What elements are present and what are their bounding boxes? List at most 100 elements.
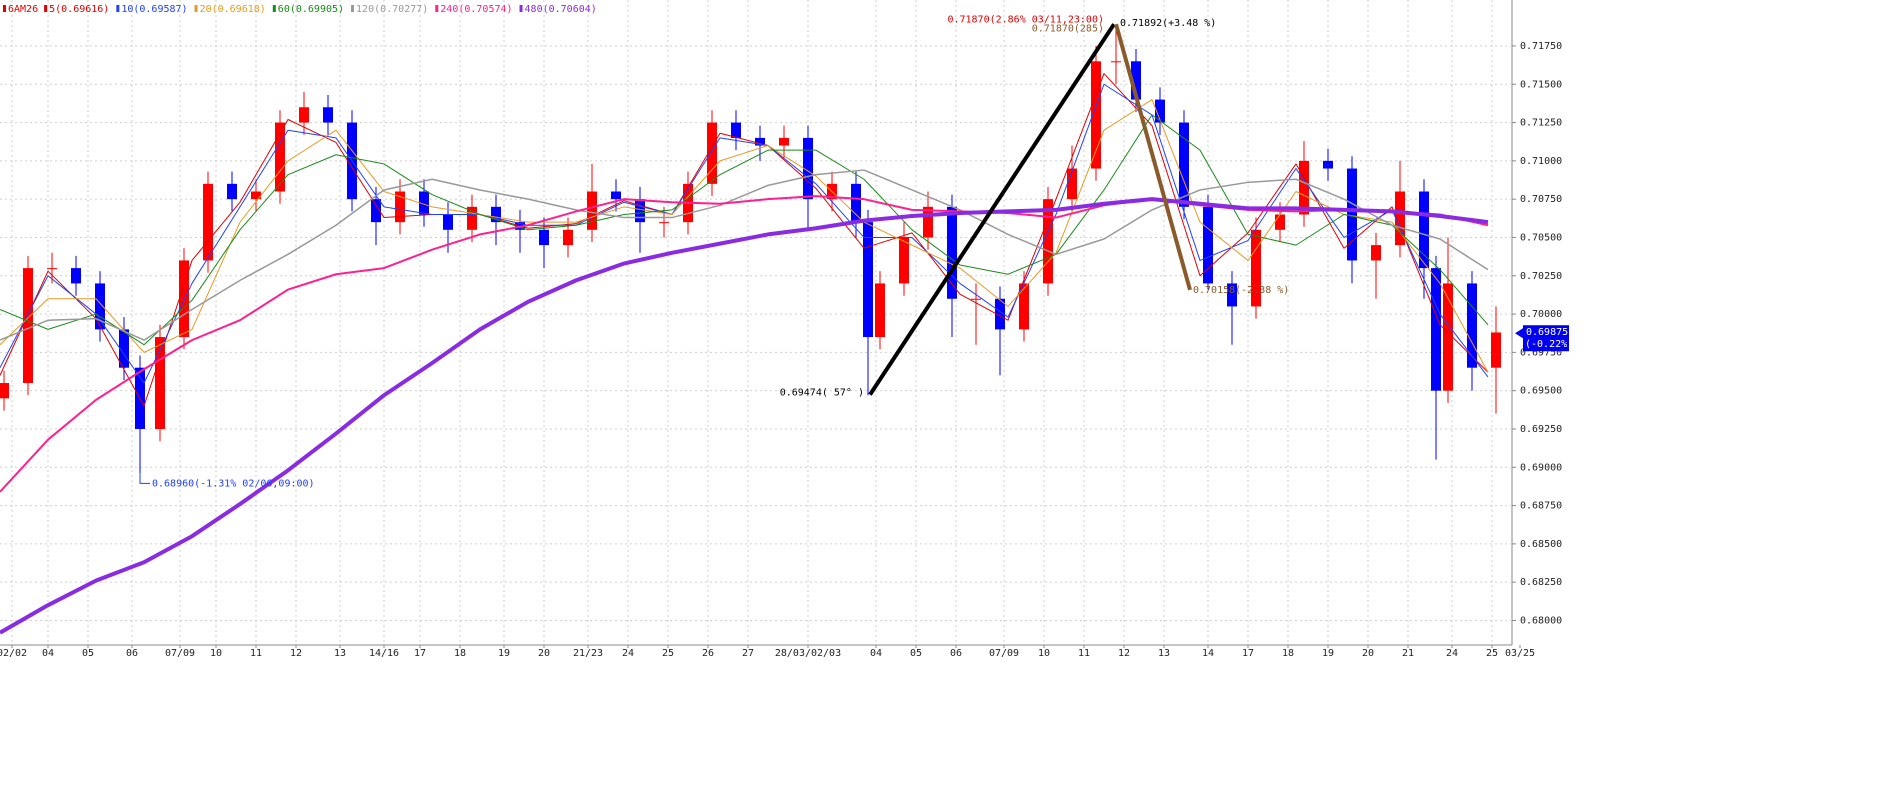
x-tick-label: 21/23 <box>573 648 603 659</box>
candle-body <box>659 222 669 224</box>
y-tick-label: 0.71750 <box>1520 41 1562 52</box>
x-tick-label: 19 <box>1322 648 1334 659</box>
price-tag-change: (-0.22%) <box>1525 339 1573 350</box>
x-tick-label: 20 <box>538 648 550 659</box>
legend-swatch <box>194 5 198 12</box>
candle-body <box>947 206 957 299</box>
ma-line <box>0 114 1489 346</box>
annotation: 0.71870(2.86% 03/11,23:00) <box>947 15 1104 26</box>
ma-line <box>0 73 1489 407</box>
candle-body <box>707 122 717 184</box>
annotation: 0.70158(-2.38 %) <box>1193 285 1289 296</box>
x-tick-label: 12 <box>1118 648 1130 659</box>
candle-body <box>179 260 189 338</box>
candle-body <box>779 137 789 146</box>
candle-body <box>1299 160 1309 215</box>
candle-body <box>1275 214 1285 230</box>
x-tick-label: 19 <box>498 648 510 659</box>
y-tick-label: 0.70500 <box>1520 232 1562 243</box>
legend-label: 60(0.69905) <box>278 4 344 15</box>
candle-body <box>539 229 549 246</box>
candle-body <box>47 268 57 270</box>
legend-label: 10(0.69587) <box>121 4 187 15</box>
y-tick-label: 0.68000 <box>1520 615 1562 626</box>
candle-body <box>251 191 261 200</box>
candle-body <box>119 329 129 368</box>
x-tick-label: 28/03/02/03 <box>775 648 841 659</box>
candle-body <box>863 222 873 338</box>
candle-body <box>1323 160 1333 169</box>
x-tick-label: 25 <box>662 648 674 659</box>
candle-body <box>923 206 933 238</box>
candle-body <box>563 229 573 246</box>
legend-label: 20(0.69618) <box>200 4 266 15</box>
candle-body <box>1067 168 1077 200</box>
candle-body <box>731 122 741 138</box>
annotation: 0.71870(285) <box>1032 24 1104 35</box>
candle-body <box>155 337 165 429</box>
candle-body <box>971 298 981 300</box>
candle-body <box>587 191 597 230</box>
x-tick-label: 24 <box>622 648 634 659</box>
x-tick-label: 04 <box>870 648 882 659</box>
legend-label: 120(0.70277) <box>356 4 428 15</box>
x-tick-label: 07/09 <box>989 648 1019 659</box>
annotation: 0.69474( 57° ) <box>780 388 864 399</box>
candle-body <box>1419 191 1429 269</box>
price-tag-label: 0.69875 <box>1526 327 1568 338</box>
candle-body <box>203 183 213 261</box>
candle-body <box>1227 283 1237 307</box>
x-tick-label: 13 <box>334 648 346 659</box>
candle-body <box>1155 99 1165 123</box>
y-tick-label: 0.68750 <box>1520 501 1562 512</box>
x-tick-label: 21 <box>1402 648 1414 659</box>
x-tick-label: 10 <box>1038 648 1050 659</box>
candle-body <box>443 214 453 230</box>
candle-body <box>1203 206 1213 284</box>
candle-body <box>491 206 501 223</box>
x-tick-label: 25 <box>1486 648 1498 659</box>
candle-body <box>1467 283 1477 368</box>
y-tick-label: 0.69250 <box>1520 424 1562 435</box>
candle-body <box>395 191 405 223</box>
candle-body <box>1371 245 1381 261</box>
candle-body <box>803 137 813 200</box>
x-tick-label: 02/02 <box>0 648 27 659</box>
x-tick-label: 14/16 <box>369 648 399 659</box>
y-tick-label: 0.70250 <box>1520 271 1562 282</box>
legend-swatch <box>3 5 6 12</box>
annotation: 0.68960(-1.31% 02/06,09:00) <box>152 478 315 489</box>
candle-body <box>1443 283 1453 391</box>
y-tick-label: 0.70000 <box>1520 309 1562 320</box>
y-tick-label: 0.70750 <box>1520 194 1562 205</box>
candle-body <box>851 183 861 223</box>
y-tick-label: 0.71500 <box>1520 79 1562 90</box>
annotation: 0.71892(+3.48 %) <box>1120 18 1216 29</box>
candle-body <box>1131 61 1141 100</box>
candle-body <box>1251 229 1261 307</box>
candle-body <box>23 268 33 384</box>
x-tick-label: 14 <box>1202 648 1214 659</box>
legend-swatch <box>116 5 120 12</box>
x-tick-label: 06 <box>126 648 138 659</box>
x-tick-label: 04 <box>42 648 54 659</box>
candle-body <box>227 183 237 200</box>
candle-body <box>1111 61 1121 63</box>
y-tick-label: 0.68250 <box>1520 577 1562 588</box>
legend-label: 5(0.69616) <box>49 4 109 15</box>
legend-swatch <box>44 5 48 12</box>
price-tag-arrow <box>1515 328 1523 339</box>
legend-symbol: 6AM26 <box>8 4 38 15</box>
candle-body <box>1043 199 1053 284</box>
trend-line <box>868 23 1116 396</box>
x-tick-label: 07/09 <box>165 648 195 659</box>
price-tag <box>1523 325 1569 352</box>
candle-body <box>95 283 105 330</box>
x-tick-label: 13 <box>1158 648 1170 659</box>
ma-line <box>0 169 1489 341</box>
candle-body <box>1019 283 1029 330</box>
candle-body <box>275 122 285 192</box>
y-tick-label: 0.69750 <box>1520 347 1562 358</box>
x-tick-label: 18 <box>454 648 466 659</box>
